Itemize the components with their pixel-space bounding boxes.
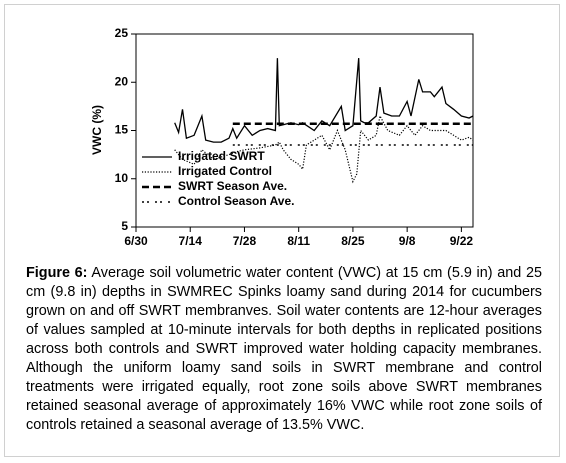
figure-frame <box>4 4 560 457</box>
caption: Figure 6: Average soil volumetric water … <box>26 264 542 435</box>
caption-label: Figure 6: <box>26 265 88 281</box>
x-tick-label: 6/30 <box>124 234 148 248</box>
y-tick-label: 5 <box>121 219 128 233</box>
y-tick-label: 20 <box>115 74 129 88</box>
y-tick-label: 15 <box>115 123 129 137</box>
y-tick-label: 10 <box>115 171 129 185</box>
legend-label: Irrigated SWRT <box>178 149 265 163</box>
series-line <box>174 114 474 184</box>
y-tick-label: 25 <box>115 26 129 40</box>
x-tick-label: 8/11 <box>287 234 310 248</box>
x-tick-label: 8/25 <box>341 234 365 248</box>
legend-label: Irrigated Control <box>178 164 272 178</box>
chart: VWC (%) 5 10 15 20 25 6/30 7/14 7/28 8/11 8/25 9/8… <box>90 26 474 248</box>
x-tick-label: 9/8 <box>399 234 416 248</box>
caption-text: Average soil volumetric water content (V… <box>26 265 542 433</box>
y-axis-label: VWC (%) <box>90 105 104 155</box>
x-tick-label: 7/14 <box>179 234 203 248</box>
legend-label: SWRT Season Ave. <box>178 179 287 193</box>
series-line <box>174 58 474 143</box>
x-tick-label: 7/28 <box>233 234 257 248</box>
x-tick-label: 9/22 <box>450 234 474 248</box>
legend-label: Control Season Ave. <box>178 194 294 208</box>
